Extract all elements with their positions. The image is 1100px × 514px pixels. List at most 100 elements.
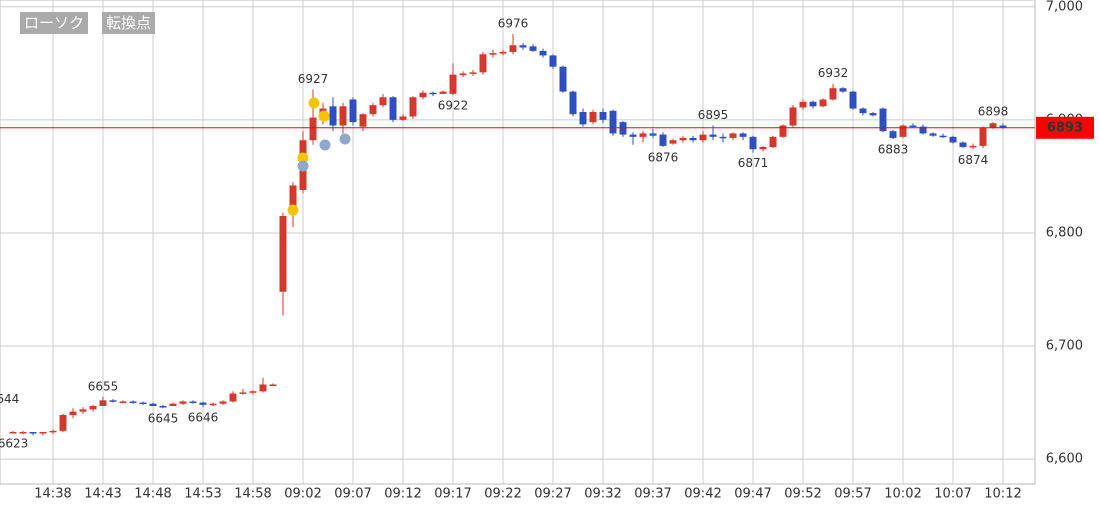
candle-body bbox=[959, 142, 967, 148]
turning-point bbox=[319, 139, 331, 151]
candle-button[interactable]: ローソク bbox=[20, 12, 89, 34]
candle-body bbox=[669, 140, 677, 144]
candle-body bbox=[279, 215, 287, 292]
x-tick-label: 09:32 bbox=[584, 487, 621, 502]
candle-body bbox=[919, 126, 927, 134]
x-tick-label: 09:42 bbox=[684, 487, 721, 502]
high-label: 6898 bbox=[978, 105, 1009, 119]
candle-body bbox=[389, 97, 397, 120]
candle-body bbox=[239, 392, 247, 394]
candle-body bbox=[99, 400, 107, 406]
candle-body bbox=[59, 415, 67, 431]
high-label: 6927 bbox=[298, 72, 329, 86]
x-tick-label: 14:43 bbox=[84, 487, 121, 502]
candle-body bbox=[479, 54, 487, 73]
candle-body bbox=[179, 401, 187, 404]
candle-body bbox=[539, 50, 547, 56]
candle-body bbox=[409, 97, 417, 117]
turning-point bbox=[287, 204, 299, 216]
y-tick-label: 7,000 bbox=[1046, 0, 1083, 14]
candle-body bbox=[899, 125, 907, 137]
candle-body bbox=[979, 127, 987, 146]
candle-body bbox=[789, 107, 797, 126]
candle-body bbox=[169, 403, 177, 406]
candle-body bbox=[989, 123, 997, 128]
candle-body bbox=[849, 91, 857, 109]
candle-body bbox=[739, 133, 747, 137]
candle-body bbox=[629, 134, 637, 137]
candle-body bbox=[149, 403, 157, 406]
candle-body bbox=[139, 402, 147, 405]
candle-body bbox=[369, 105, 377, 115]
candle-body bbox=[829, 88, 837, 100]
candle-body bbox=[119, 401, 127, 403]
candle-body bbox=[889, 131, 897, 138]
turning-point-button[interactable]: 転換点 bbox=[102, 12, 156, 34]
x-tick-label: 14:58 bbox=[234, 487, 271, 502]
low-label: 6646 bbox=[188, 411, 219, 425]
candle-body bbox=[879, 108, 887, 132]
x-tick-label: 09:17 bbox=[434, 487, 471, 502]
candle-body bbox=[769, 136, 777, 148]
candle-body bbox=[269, 384, 277, 386]
candle-body bbox=[589, 111, 597, 123]
candle-body bbox=[579, 111, 587, 125]
low-label: 6623 bbox=[0, 437, 28, 451]
candle-body bbox=[799, 101, 807, 108]
x-tick-label: 09:52 bbox=[784, 487, 821, 502]
candle-body bbox=[19, 431, 27, 434]
last-price-label: 6893 bbox=[1047, 120, 1083, 135]
candle-body bbox=[529, 46, 537, 51]
candle-body bbox=[419, 92, 427, 98]
candle-body bbox=[49, 430, 57, 433]
candle-body bbox=[379, 97, 387, 106]
x-tick-label: 10:07 bbox=[934, 487, 971, 502]
turning-point bbox=[318, 110, 330, 122]
candle-body bbox=[689, 137, 697, 141]
candle-body bbox=[469, 72, 477, 74]
candle-body bbox=[929, 133, 937, 136]
x-tick-label: 09:07 bbox=[334, 487, 371, 502]
candle-body bbox=[79, 409, 87, 412]
x-tick-label: 09:37 bbox=[634, 487, 671, 502]
x-tick-label: 09:57 bbox=[834, 487, 871, 502]
candle-body bbox=[249, 391, 257, 393]
candle-body bbox=[779, 125, 787, 137]
candle-body bbox=[729, 133, 737, 138]
candle-body bbox=[999, 125, 1007, 128]
candle-body bbox=[869, 113, 877, 116]
candle-body bbox=[399, 116, 407, 120]
x-tick-label: 14:53 bbox=[184, 487, 221, 502]
low-label: 6883 bbox=[878, 143, 909, 157]
candle-body bbox=[519, 45, 527, 48]
candle-body bbox=[199, 402, 207, 405]
candle-body bbox=[159, 405, 167, 408]
candle-body bbox=[569, 91, 577, 115]
turning-point bbox=[297, 160, 309, 172]
x-tick-label: 09:22 bbox=[484, 487, 521, 502]
candle-body bbox=[749, 136, 757, 150]
candle-body bbox=[559, 66, 567, 92]
candle-body bbox=[659, 134, 667, 146]
x-tick-label: 09:27 bbox=[534, 487, 571, 502]
candle-body bbox=[719, 136, 727, 139]
turning-point bbox=[297, 152, 309, 164]
candle-body bbox=[949, 136, 957, 143]
candle-body bbox=[209, 403, 217, 406]
candle-body bbox=[809, 101, 817, 107]
y-tick-label: 6,800 bbox=[1046, 225, 1083, 240]
x-tick-label: 09:02 bbox=[284, 487, 321, 502]
candle-body bbox=[449, 74, 457, 94]
x-tick-label: 14:38 bbox=[34, 487, 71, 502]
y-tick-label: 6,600 bbox=[1046, 452, 1083, 467]
x-tick-label: 09:47 bbox=[734, 487, 771, 502]
candle-body bbox=[839, 88, 847, 92]
last-price-box bbox=[1036, 116, 1094, 139]
candle-body bbox=[259, 384, 267, 392]
candle-body bbox=[709, 134, 717, 137]
candle-body bbox=[939, 135, 947, 138]
candle-body bbox=[329, 106, 337, 126]
low-label: 6871 bbox=[738, 156, 769, 170]
x-tick-label: 10:02 bbox=[884, 487, 921, 502]
